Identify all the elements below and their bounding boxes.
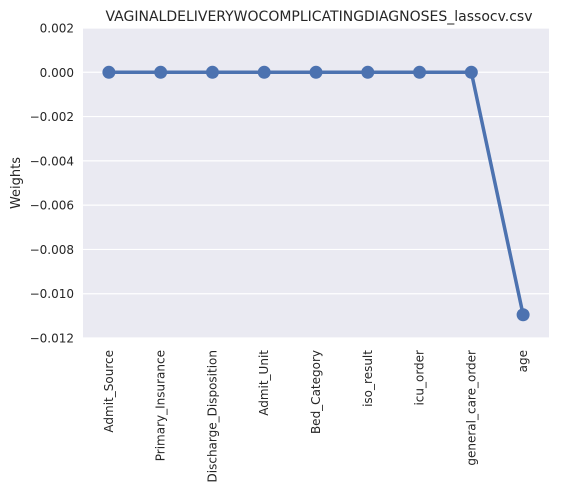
- x-tick-label: general_care_order: [464, 350, 478, 466]
- data-point: [413, 65, 427, 79]
- y-tick-label: −0.012: [30, 332, 74, 346]
- series-weights: [102, 65, 530, 322]
- x-axis: Admit_Source Primary_Insurance Discharge_D…: [102, 350, 530, 483]
- x-tick-label: Admit_Unit: [257, 350, 271, 416]
- y-tick-label: 0.000: [40, 66, 74, 80]
- y-tick-label: −0.004: [30, 154, 74, 168]
- y-tick-label: −0.006: [30, 199, 74, 213]
- data-point: [361, 65, 375, 79]
- y-tick-label: 0.002: [40, 22, 74, 36]
- data-point: [464, 65, 478, 79]
- x-tick-label: Discharge_Disposition: [205, 350, 219, 482]
- y-axis-label: Weights: [9, 157, 24, 209]
- chart-title: VAGINALDELIVERYWOCOMPLICATINGDIAGNOSES_l…: [105, 9, 532, 25]
- y-tick-label: −0.010: [30, 287, 74, 301]
- data-point: [516, 308, 530, 322]
- x-tick-label: age: [516, 350, 530, 372]
- x-tick-label: iso_result: [361, 350, 375, 407]
- data-point: [257, 65, 271, 79]
- data-point: [205, 65, 219, 79]
- x-tick-label: Admit_Source: [102, 350, 116, 433]
- data-point: [309, 65, 323, 79]
- y-axis: 0.002 0.000 −0.002 −0.004 −0.006 −0.008 −0.010…: [30, 22, 74, 346]
- data-point: [102, 65, 116, 79]
- x-tick-label: icu_order: [413, 350, 427, 406]
- x-tick-label: Bed_Category: [309, 350, 323, 434]
- x-tick-label: Primary_Insurance: [154, 350, 168, 461]
- data-point: [154, 65, 168, 79]
- y-tick-label: −0.002: [30, 110, 74, 124]
- y-tick-label: −0.008: [30, 243, 74, 257]
